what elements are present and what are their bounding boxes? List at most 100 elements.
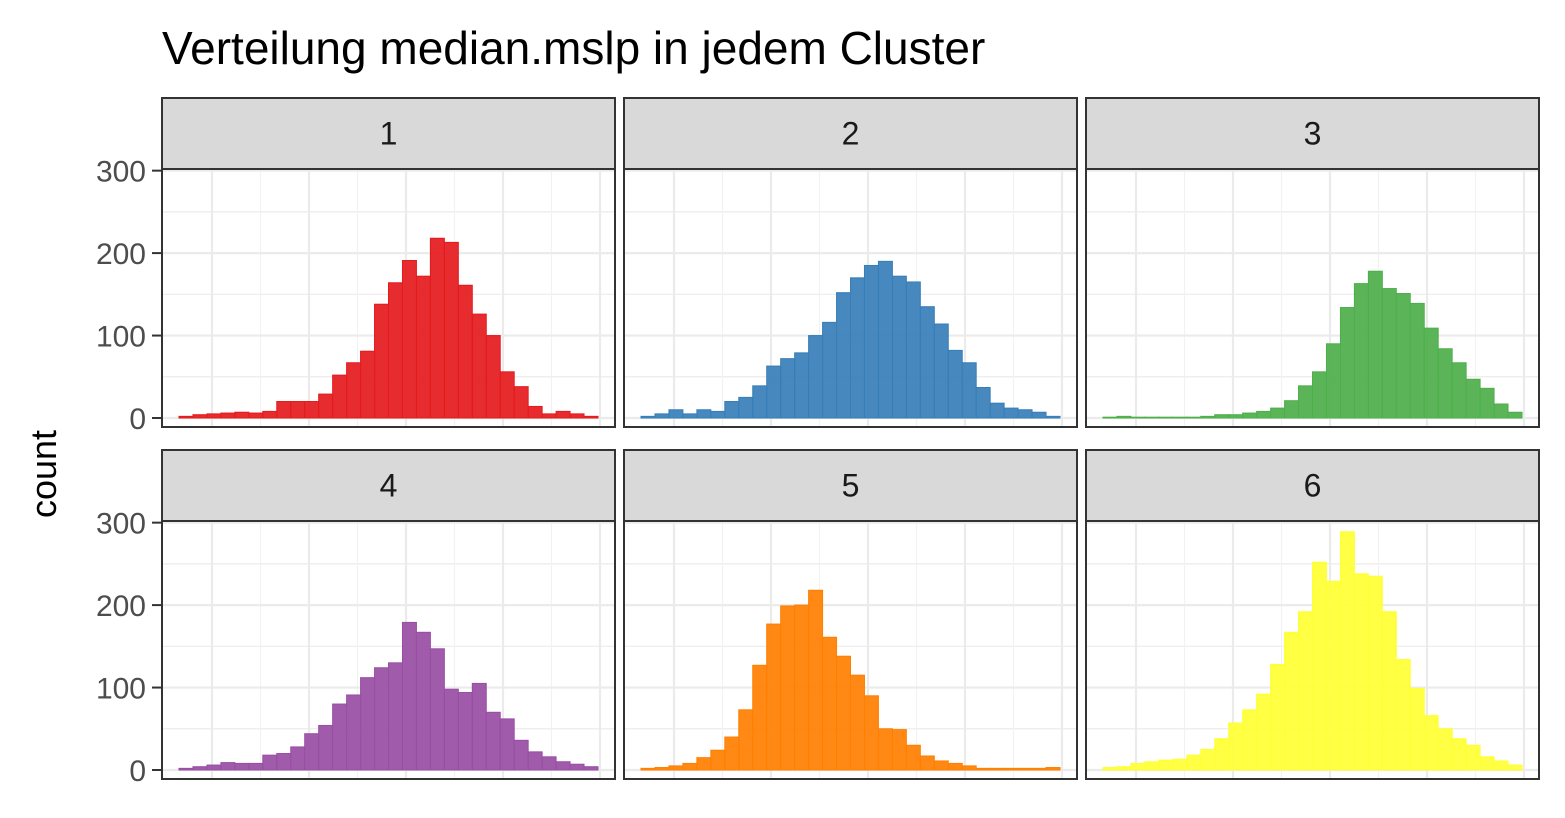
histogram-bar (1423, 715, 1439, 771)
histogram-bar (1228, 414, 1244, 419)
facet-strip-label: 6 (1304, 468, 1322, 504)
histogram-bar (919, 306, 935, 419)
histogram-bar (877, 260, 893, 419)
histogram-bar (905, 744, 921, 771)
histogram-bar (290, 746, 306, 771)
facet-panel-6: 6 (1085, 449, 1540, 780)
facet-strip (161, 449, 616, 522)
histogram-bar (1409, 302, 1425, 419)
histogram-bar (541, 756, 557, 771)
histogram-bar (1409, 687, 1425, 771)
histogram-bar (541, 413, 557, 419)
histogram-bar (766, 623, 782, 771)
histogram-bar (640, 415, 656, 419)
histogram-bar (766, 365, 782, 419)
histogram-bar (1339, 307, 1355, 419)
histogram-bar (682, 762, 698, 771)
histogram-bar (499, 371, 515, 419)
panel-border (1085, 520, 1540, 780)
y-tick-label: 100 (96, 673, 146, 706)
histogram-bar (178, 767, 194, 771)
facet-panel-2: 2 (623, 97, 1078, 428)
histogram-bar (794, 352, 810, 419)
histogram-bar (527, 751, 543, 771)
histogram-bar (1479, 387, 1495, 419)
histogram-bar (485, 711, 501, 771)
histogram-bar (234, 762, 250, 771)
histogram-bar (415, 631, 431, 771)
histogram-bar (499, 718, 515, 771)
histogram-bar (752, 664, 768, 771)
histogram-bar (1172, 758, 1188, 771)
facet-strip-label: 5 (842, 468, 860, 504)
histogram-bar (485, 335, 501, 419)
histogram-bar (1367, 575, 1383, 771)
histogram-bar (989, 402, 1005, 419)
histogram-bar (1284, 400, 1300, 419)
histogram-bar (192, 414, 208, 419)
histogram-bar (220, 762, 236, 771)
histogram-bar (1158, 416, 1174, 419)
y-tick-label: 300 (96, 156, 146, 189)
histogram-bar (1256, 410, 1272, 419)
histogram-bar (654, 413, 670, 419)
histogram-bar (248, 762, 264, 771)
histogram-bar (401, 260, 417, 419)
histogram-bar (822, 636, 838, 771)
histogram-bar (1186, 416, 1202, 419)
histogram-bar (290, 401, 306, 419)
histogram-bar (1353, 573, 1369, 771)
histogram-bar (724, 736, 740, 771)
histogram-bar (471, 313, 487, 419)
histogram-bar (234, 411, 250, 419)
histogram-bar (1493, 760, 1509, 771)
histogram-bar (710, 410, 726, 419)
histogram-bar (555, 761, 571, 771)
histogram-bar (710, 749, 726, 771)
facet-strip-label: 4 (380, 468, 398, 504)
histogram-bar (1312, 371, 1327, 419)
histogram-bar (836, 655, 851, 771)
histogram-bar (332, 374, 348, 419)
histogram-bar (1144, 416, 1160, 419)
histogram-bar (360, 677, 376, 771)
histogram-bar (374, 667, 389, 771)
facet-strip-label: 1 (380, 116, 398, 152)
facet-panel-3: 3 (1085, 97, 1540, 428)
histogram-bar (206, 764, 222, 771)
histogram-bar (1465, 378, 1481, 419)
histogram-bar (374, 303, 389, 419)
histogram-bar (891, 729, 907, 771)
histogram-bar (919, 755, 935, 771)
histogram-bar (388, 282, 403, 419)
histogram-bar (738, 396, 754, 419)
histogram-bar (1031, 411, 1047, 419)
histogram-bar (654, 767, 670, 771)
histogram-bar (1031, 767, 1047, 771)
histogram-bar (961, 362, 977, 419)
y-tick-label: 200 (96, 238, 146, 271)
histogram-bar (1270, 663, 1286, 771)
histogram-bar (822, 321, 838, 419)
panel-border (161, 168, 616, 428)
histogram-bar (1312, 561, 1327, 771)
histogram-bar (1270, 407, 1286, 419)
histogram-bar (780, 605, 796, 771)
histogram-bar (206, 413, 222, 419)
histogram-bar (346, 694, 362, 771)
facet-strip-label: 2 (842, 116, 860, 152)
histogram-bar (863, 695, 879, 771)
histogram-bar (1003, 407, 1019, 419)
histogram-bar (961, 765, 977, 771)
histogram-bar (401, 621, 417, 771)
y-axis-label: count (23, 430, 64, 518)
histogram-bar (1116, 766, 1132, 771)
histogram-bar (1395, 659, 1411, 771)
y-tick-label: 0 (129, 755, 146, 788)
facet-strip (1085, 449, 1540, 522)
histogram-bar (1200, 415, 1216, 419)
histogram-bar (220, 412, 236, 419)
histogram-bar (192, 766, 208, 771)
histogram-bar (1479, 756, 1495, 771)
histogram-bar (1339, 531, 1355, 771)
